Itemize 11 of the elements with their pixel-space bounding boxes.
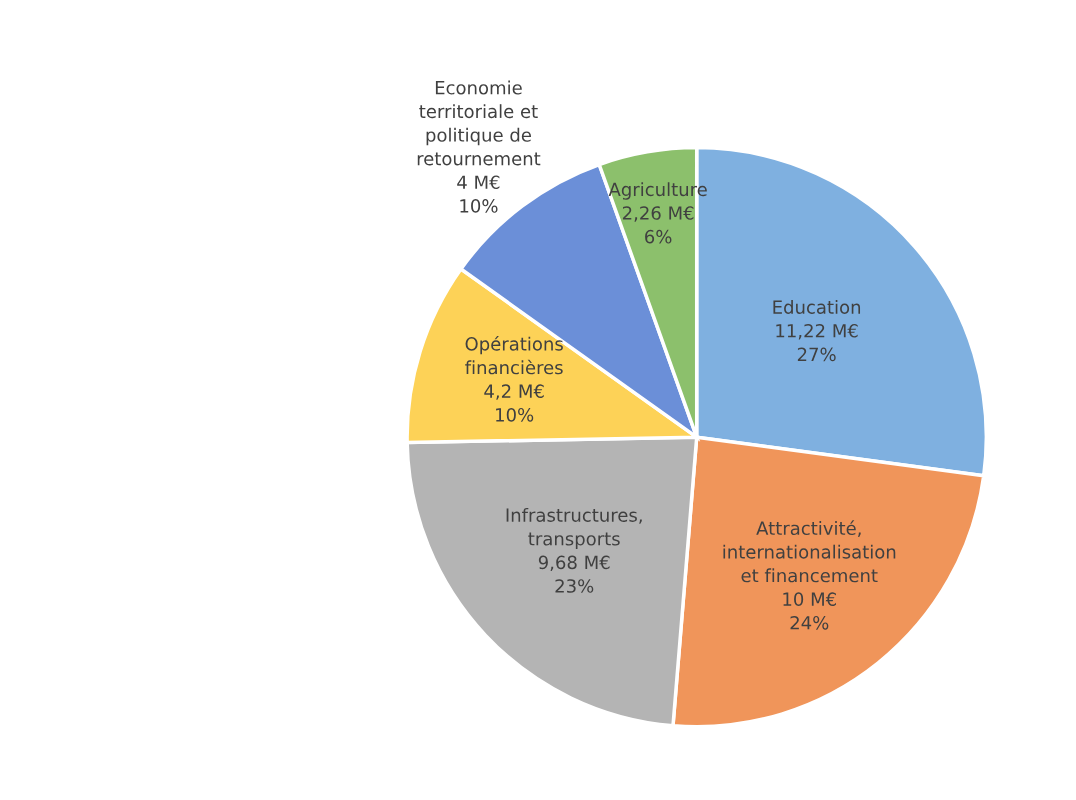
data-label: 4 M€ 10% [457, 175, 500, 213]
data-label: 2,26 M€ 6% [622, 206, 694, 244]
data-label: 9,68 M€ 23% [538, 555, 610, 593]
slice-label: Attractivité, internationalisation et financement [723, 520, 896, 583]
data-label: 10 M€ 24% [783, 592, 836, 630]
slice-label: Infrastructures, transports [506, 507, 642, 550]
data-label: 11,22 M€ 27% [776, 323, 858, 362]
data-label: 4,2 M€ 10% [484, 384, 544, 422]
slice-label: Opérations financières [465, 336, 563, 375]
slice-label: Economie territoriale et politique de retournement [417, 80, 541, 166]
slice-label: Education [773, 299, 861, 314]
